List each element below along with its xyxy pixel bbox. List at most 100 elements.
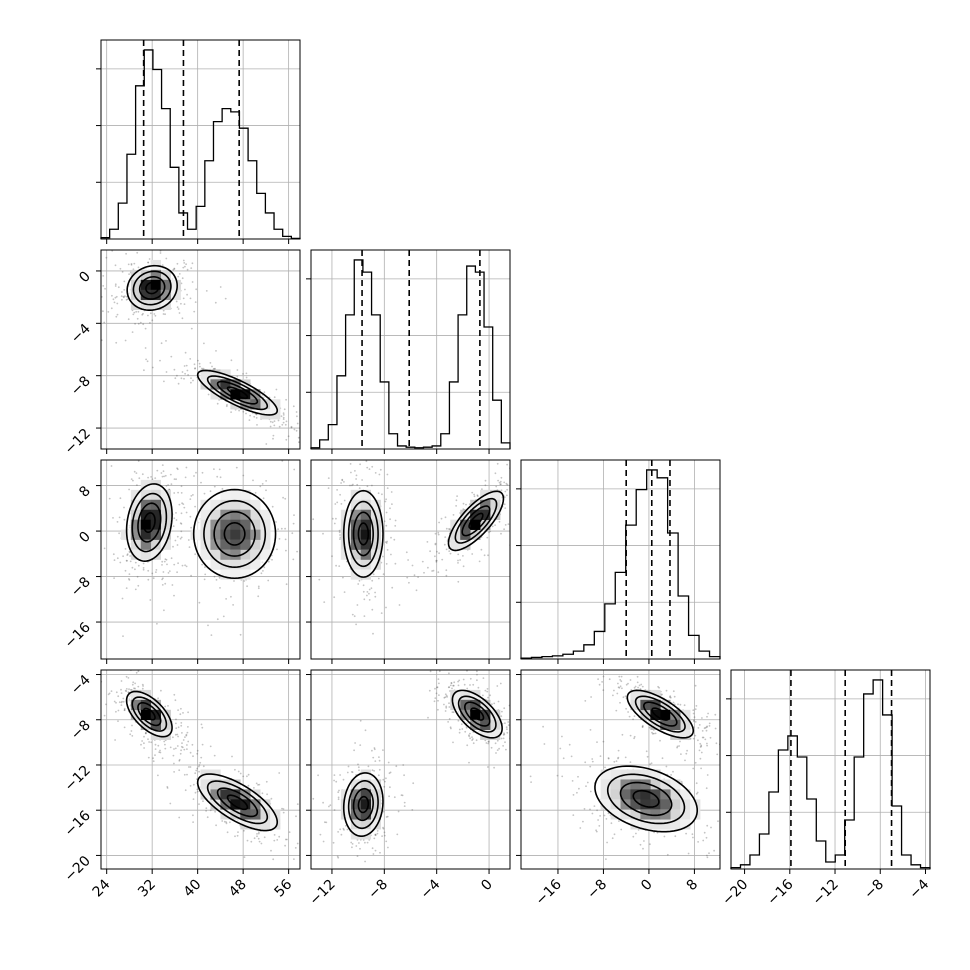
sample-point	[445, 705, 448, 708]
sample-point	[144, 327, 147, 330]
sample-point	[263, 391, 266, 394]
sample-point	[232, 604, 235, 606]
sample-point	[215, 350, 217, 352]
sample-point	[343, 591, 346, 593]
sample-point	[394, 562, 397, 565]
sample-point	[491, 703, 493, 706]
sample-point	[214, 301, 217, 304]
sample-point	[181, 371, 184, 373]
sample-point	[333, 774, 336, 776]
sample-point	[257, 832, 260, 835]
density-cell	[240, 789, 251, 800]
sample-point	[248, 452, 250, 454]
sample-point	[243, 829, 245, 832]
sample-point	[137, 685, 140, 688]
density-cell	[360, 799, 371, 810]
sample-point	[343, 829, 345, 831]
sample-point	[336, 501, 339, 504]
sample-point	[152, 760, 155, 763]
sample-point	[209, 809, 212, 812]
sample-point	[621, 687, 623, 690]
sample-point	[126, 553, 129, 555]
sample-point	[386, 473, 389, 476]
sample-point	[351, 846, 353, 849]
sample-point	[284, 538, 287, 541]
sample-point	[402, 764, 405, 766]
density-cell	[240, 399, 251, 410]
sample-point	[517, 759, 519, 761]
sample-point	[485, 742, 488, 744]
sample-point	[350, 891, 352, 893]
sample-point	[445, 548, 448, 551]
sample-point	[161, 757, 164, 760]
sample-point	[452, 684, 455, 687]
sample-point	[121, 298, 123, 301]
sample-point	[166, 786, 169, 788]
sample-point	[94, 500, 96, 502]
sample-point	[679, 703, 682, 706]
sample-point	[130, 730, 133, 732]
sample-point	[379, 851, 381, 854]
sample-point	[429, 670, 432, 673]
sample-point	[293, 858, 295, 860]
sample-point	[257, 585, 260, 588]
sample-point	[362, 590, 365, 593]
sample-point	[636, 681, 639, 684]
sample-point	[157, 744, 160, 747]
sample-point	[282, 808, 285, 810]
sample-point	[434, 697, 437, 699]
sample-point	[180, 512, 183, 515]
sample-point	[489, 694, 491, 697]
sample-point	[168, 570, 171, 572]
sample-point	[327, 477, 330, 479]
sample-point	[332, 841, 335, 844]
sample-point	[476, 670, 478, 673]
sample-point	[378, 756, 380, 758]
sample-point	[172, 545, 174, 548]
sample-point	[129, 555, 131, 557]
sample-point	[246, 775, 248, 778]
sample-point	[659, 739, 661, 742]
sample-point	[115, 691, 118, 694]
sample-point	[194, 367, 196, 370]
sample-point	[118, 701, 121, 704]
sample-point	[673, 695, 676, 698]
sample-point	[494, 524, 496, 526]
sample-point	[312, 518, 315, 521]
sample-point	[390, 491, 393, 493]
sample-point	[185, 263, 187, 266]
sample-point	[170, 557, 173, 560]
histogram-step-line-3	[730, 679, 931, 869]
sample-point	[386, 487, 389, 489]
sample-point	[256, 833, 258, 835]
sample-point	[514, 710, 516, 712]
sample-point	[444, 516, 447, 519]
sample-point	[204, 573, 207, 576]
density-cell	[470, 519, 481, 530]
sample-point	[445, 574, 448, 577]
density-cell	[140, 539, 152, 550]
sample-point	[193, 475, 195, 477]
sample-point	[377, 492, 380, 495]
sample-point	[258, 783, 261, 786]
sample-point	[165, 340, 167, 342]
sample-point	[507, 523, 510, 525]
sample-point	[113, 577, 115, 579]
sample-point	[270, 849, 272, 852]
sample-point	[669, 696, 672, 699]
sample-point	[298, 441, 300, 444]
sample-point	[270, 797, 273, 800]
sample-point	[144, 732, 147, 735]
sample-point	[469, 684, 471, 686]
sample-point	[382, 827, 385, 830]
sample-point	[498, 520, 501, 523]
sample-point	[615, 709, 618, 712]
sample-point	[131, 724, 133, 727]
sample-point	[390, 553, 392, 556]
sample-point	[518, 754, 520, 756]
sample-point	[359, 463, 361, 466]
sample-point	[272, 858, 275, 861]
sample-point	[266, 793, 268, 796]
contour-line	[137, 502, 162, 543]
density-cell	[140, 699, 152, 711]
